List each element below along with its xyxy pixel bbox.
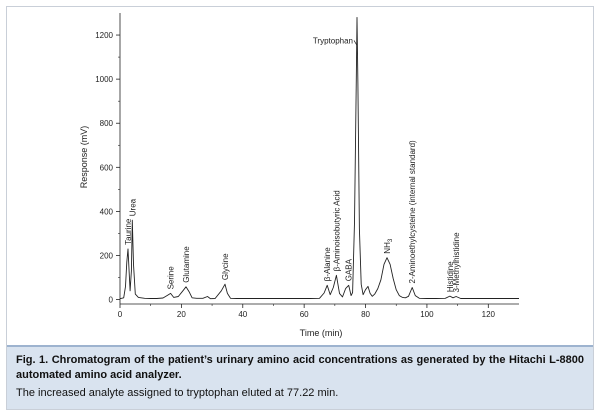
caption-note: The increased analyte assigned to trypto… bbox=[16, 387, 339, 399]
x-tick-label: 20 bbox=[177, 310, 186, 319]
figure-caption: Fig. 1. Chromatogram of the patient’s ur… bbox=[7, 345, 593, 409]
y-tick-label: 0 bbox=[109, 296, 114, 305]
peak-label-tryptophan: Tryptophan bbox=[313, 36, 353, 45]
peak-label: Glutamine bbox=[182, 246, 191, 283]
y-tick-label: 1000 bbox=[95, 75, 113, 84]
peak-label: 3-Methylhistidine bbox=[452, 232, 461, 293]
peak-label: Histidine bbox=[446, 261, 455, 292]
plot-area bbox=[119, 16, 519, 300]
chromatogram-trace bbox=[119, 16, 519, 300]
peak-label: β-Aminoisobutyric Acid bbox=[332, 190, 341, 271]
y-tick-label: 400 bbox=[100, 207, 114, 216]
peak-label: Glycine bbox=[221, 253, 230, 280]
peak-label: Taurine bbox=[124, 218, 133, 245]
x-tick-label: 0 bbox=[118, 310, 123, 319]
x-axis-label: Time (min) bbox=[300, 328, 343, 338]
peak-label: GABA bbox=[345, 258, 354, 281]
peak-label-pointer bbox=[353, 40, 358, 46]
peak-label: NH3 bbox=[383, 238, 394, 254]
peak-label: Urea bbox=[128, 198, 137, 216]
x-tick-label: 80 bbox=[361, 310, 370, 319]
x-tick-label: 120 bbox=[482, 310, 496, 319]
x-tick-label: 60 bbox=[300, 310, 309, 319]
x-tick-label: 100 bbox=[420, 310, 434, 319]
figure-frame: 0 200 400 600 800 1000 1200 0 20 40 60 80 100 120 Tau… bbox=[6, 6, 594, 410]
y-tick-label: 1200 bbox=[95, 31, 113, 40]
peak-labels: Taurine Urea Serine Glutamine Glycine β-Alani… bbox=[124, 36, 461, 292]
x-tick-label: 40 bbox=[238, 310, 247, 319]
peak-label: Serine bbox=[167, 266, 176, 290]
peak-label: β-Alanine bbox=[323, 247, 332, 282]
y-tick-label: 200 bbox=[100, 252, 114, 261]
peak-label: 2-Aminoethylcysteine (internal standard) bbox=[408, 140, 417, 284]
y-axis-label: Response (mV) bbox=[79, 126, 89, 189]
chart-axes: 0 200 400 600 800 1000 1200 0 20 40 60 80 100 120 bbox=[95, 13, 519, 319]
y-tick-label: 600 bbox=[100, 163, 114, 172]
y-tick-label: 800 bbox=[100, 119, 114, 128]
caption-title: Fig. 1. Chromatogram of the patient’s ur… bbox=[16, 354, 584, 381]
chromatogram-chart: 0 200 400 600 800 1000 1200 0 20 40 60 80 100 120 Tau… bbox=[79, 13, 519, 338]
